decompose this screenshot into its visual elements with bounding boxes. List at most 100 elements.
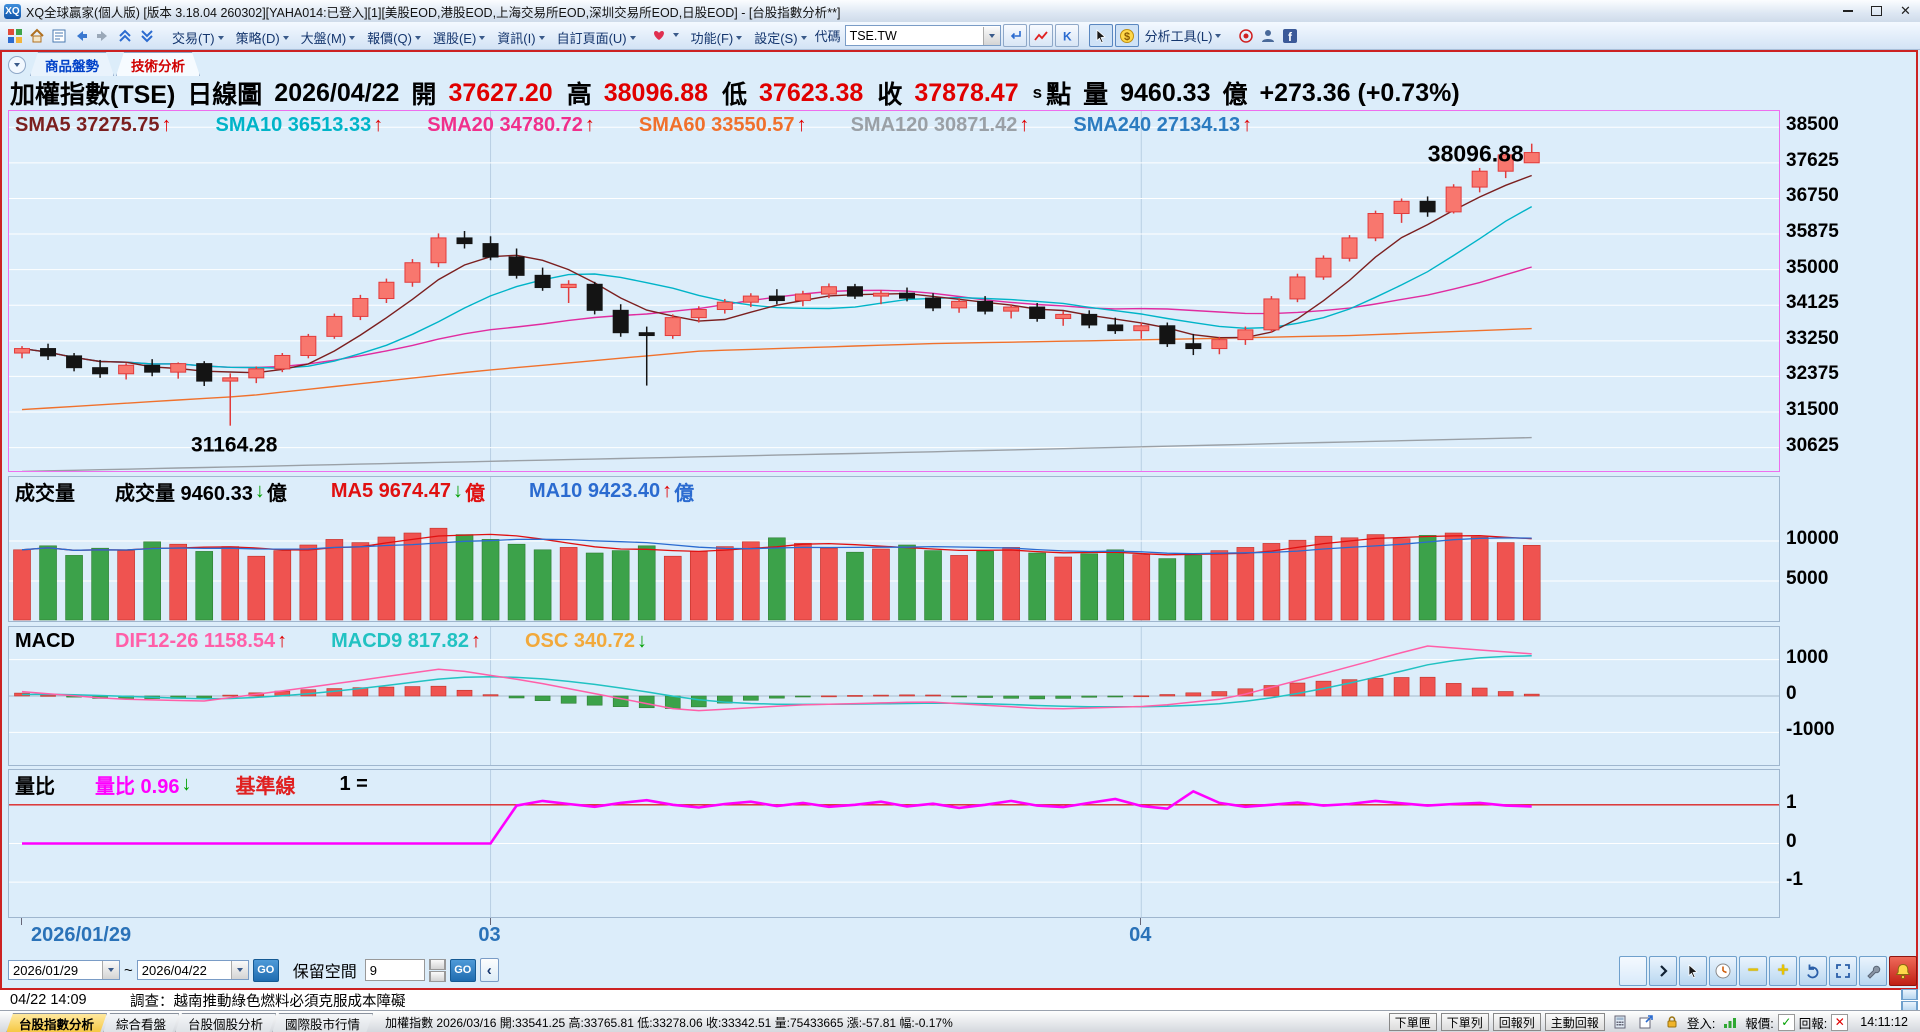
calculator-icon[interactable] bbox=[1609, 1011, 1631, 1032]
workspace-tab[interactable]: 國際股市行情 bbox=[272, 1013, 373, 1032]
menu-item[interactable]: 策略(D) bbox=[230, 26, 295, 49]
chart-canvas[interactable] bbox=[9, 477, 1779, 621]
menu-item-label: 策略(D) bbox=[235, 31, 280, 46]
minimize-button[interactable] bbox=[1833, 2, 1862, 20]
user-icon[interactable] bbox=[1257, 25, 1279, 47]
high-price-annotation: 38096.88 bbox=[1428, 141, 1524, 167]
menu-item[interactable]: 報價(Q) bbox=[361, 26, 427, 49]
price-chart-panel[interactable]: SMA5 37275.75 ↑ SMA10 36513.33 ↑ SMA20 34780… bbox=[8, 110, 1780, 472]
menu-item[interactable]: 功能(F) bbox=[685, 26, 749, 49]
chart-canvas[interactable] bbox=[9, 770, 1779, 917]
kline-icon[interactable]: K bbox=[1054, 24, 1079, 47]
ratio-chart-panel[interactable]: 量比 量比 0.96 ↓ 基準線 1 = bbox=[8, 769, 1780, 918]
menu-item-label: 大盤(M) bbox=[300, 31, 347, 46]
trend-chart-icon[interactable] bbox=[1028, 24, 1053, 47]
workspace-tab[interactable]: 台股個股分析 bbox=[175, 1013, 276, 1032]
quote-date: 2026/04/22 bbox=[274, 78, 400, 107]
axis-tick-label: 0 bbox=[1786, 683, 1797, 704]
quote-ok-icon: ✓ bbox=[1777, 1013, 1795, 1031]
menu-item[interactable]: 設定(S) bbox=[748, 26, 812, 49]
to-date-combobox[interactable]: 2026/04/22 bbox=[136, 960, 249, 980]
macd-chart-panel[interactable]: MACD DIF12-26 1158.54 ↑ MACD9 817.82 ↑ OSC 34… bbox=[8, 626, 1780, 766]
reserve-space-stepper[interactable] bbox=[428, 958, 446, 982]
workspace-tab[interactable]: 台股指數分析 bbox=[6, 1013, 107, 1032]
zoom-in-button[interactable]: + bbox=[1769, 956, 1797, 986]
lock-icon[interactable] bbox=[1661, 1011, 1683, 1032]
back-icon[interactable] bbox=[70, 25, 92, 47]
maximize-button[interactable] bbox=[1862, 2, 1891, 20]
indicator-title: MACD bbox=[15, 629, 75, 652]
indicator-item: 量比 0.96 ↓ bbox=[95, 770, 191, 799]
chevron-down-icon[interactable] bbox=[982, 26, 1000, 45]
stepper-up-icon[interactable] bbox=[428, 958, 446, 970]
indicator-item: 基準線 bbox=[235, 770, 295, 799]
facebook-icon[interactable]: f bbox=[1279, 25, 1301, 47]
menu-item-analysis-tools[interactable]: 分析工具(L) bbox=[1139, 24, 1228, 47]
scroll-down-icon[interactable] bbox=[136, 25, 158, 47]
external-window-icon[interactable] bbox=[1635, 1011, 1657, 1032]
high-value: 38096.88 bbox=[603, 78, 709, 107]
menu-item[interactable]: 交易(T) bbox=[166, 26, 230, 49]
scroll-up-icon[interactable] bbox=[114, 25, 136, 47]
workspace-tab[interactable]: 綜合看盤 bbox=[103, 1013, 179, 1032]
menu-item[interactable]: 資訊(I) bbox=[491, 26, 550, 49]
indicator-item: DIF12-26 1158.54 ↑ bbox=[115, 630, 287, 653]
trend-arrow-icon: ↓ bbox=[637, 629, 648, 652]
chevron-down-icon[interactable] bbox=[230, 961, 248, 979]
stepper-down-icon[interactable] bbox=[428, 970, 446, 982]
svg-text:f: f bbox=[1288, 30, 1293, 44]
menu-item-label: 選股(E) bbox=[432, 31, 477, 46]
page-list-icon[interactable] bbox=[48, 25, 70, 47]
symbol-combobox[interactable]: TSE.TW bbox=[844, 25, 1001, 46]
tab-technical-analysis[interactable]: 技術分析 bbox=[116, 52, 200, 76]
home-icon[interactable] bbox=[26, 25, 48, 47]
indicator-text: MA10 9423.40 bbox=[528, 479, 661, 502]
target-icon[interactable] bbox=[1235, 25, 1257, 47]
close-label: 收 bbox=[877, 81, 903, 109]
tab-list-dropdown-button[interactable] bbox=[8, 56, 26, 74]
order-button[interactable]: 主動回報 bbox=[1544, 1013, 1605, 1031]
undo-button[interactable] bbox=[1799, 956, 1827, 986]
chevron-down-icon[interactable] bbox=[102, 961, 119, 979]
alerts-button[interactable] bbox=[1889, 956, 1917, 986]
news-headline[interactable]: 調查：越南推動綠色燃料必須克服成本障礙 bbox=[130, 993, 406, 1010]
menu-item-favorites[interactable] bbox=[642, 22, 685, 48]
reserve-space-input[interactable] bbox=[364, 959, 425, 981]
app-logo-icon: XQ bbox=[4, 3, 21, 19]
range-tilde: ~ bbox=[124, 961, 133, 979]
tab-quote-board[interactable]: 商品盤勢 bbox=[30, 52, 114, 76]
settings-button[interactable] bbox=[1859, 956, 1887, 986]
go-button-2[interactable]: GO bbox=[449, 958, 476, 982]
fullscreen-button[interactable] bbox=[1829, 956, 1857, 986]
clock-button[interactable] bbox=[1709, 956, 1737, 986]
volume-chart-panel[interactable]: 成交量 成交量 9460.33 ↓ 億 MA5 9674.47 ↓ 億 MA10 9423.4… bbox=[8, 476, 1780, 622]
menu-item[interactable]: 選股(E) bbox=[427, 26, 491, 49]
collapse-left-button[interactable]: ‹ bbox=[479, 958, 499, 982]
go-button[interactable]: GO bbox=[252, 958, 279, 982]
date-month-label: 03 bbox=[478, 924, 501, 946]
order-button[interactable]: 下單匣 bbox=[1388, 1013, 1437, 1031]
expand-button[interactable] bbox=[1649, 956, 1677, 986]
zoom-out-button[interactable]: − bbox=[1739, 956, 1767, 986]
layout-grid-icon[interactable] bbox=[4, 25, 26, 47]
chevron-down-icon bbox=[629, 35, 636, 40]
indicator-item: 成交量 9460.33 ↓ 億 bbox=[115, 477, 287, 506]
pointer-tool-icon[interactable] bbox=[1088, 24, 1113, 47]
menu-item[interactable]: 自訂頁面(U) bbox=[551, 26, 642, 49]
forward-icon[interactable] bbox=[92, 25, 114, 47]
document-tabs: 商品盤勢 技術分析 bbox=[8, 54, 200, 76]
order-button[interactable]: 回報列 bbox=[1492, 1013, 1541, 1031]
chart-canvas[interactable] bbox=[9, 627, 1779, 765]
news-scroll-buttons bbox=[1901, 988, 1918, 1012]
pointer-button[interactable] bbox=[1679, 956, 1707, 986]
dollar-tool-icon[interactable]: $ bbox=[1114, 24, 1139, 47]
enter-icon[interactable] bbox=[1002, 24, 1027, 47]
menu-item[interactable]: 大盤(M) bbox=[295, 26, 362, 49]
chart-canvas[interactable]: 38096.88 31164.28 bbox=[9, 111, 1779, 471]
axis-tick-label: 32375 bbox=[1786, 363, 1839, 385]
close-button[interactable]: ✕ bbox=[1900, 3, 1911, 18]
order-button[interactable]: 下單列 bbox=[1440, 1013, 1489, 1031]
scroll-up-icon[interactable] bbox=[1901, 988, 1918, 1000]
from-date-combobox[interactable]: 2026/01/29 bbox=[8, 960, 120, 980]
